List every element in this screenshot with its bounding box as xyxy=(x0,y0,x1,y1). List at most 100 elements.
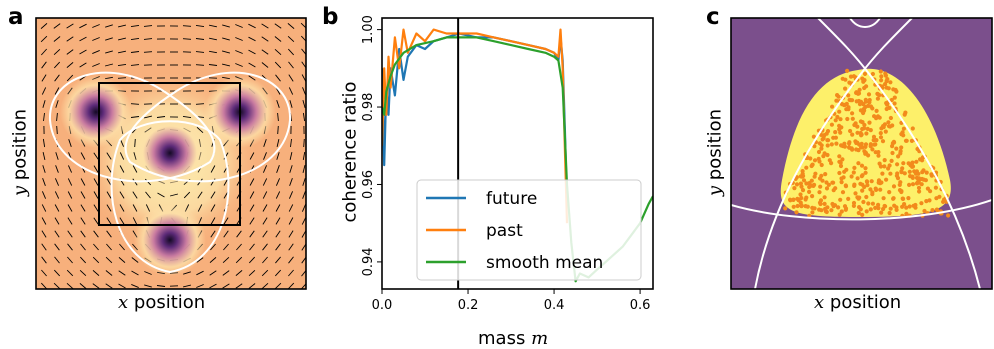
field-arrow xyxy=(274,48,282,56)
sample-point xyxy=(863,97,868,102)
sample-point xyxy=(879,78,884,83)
field-arrow xyxy=(276,165,280,173)
sample-point xyxy=(862,126,867,131)
sample-point xyxy=(818,184,823,189)
sample-point xyxy=(901,161,906,166)
field-arrow xyxy=(303,138,305,148)
field-arrow xyxy=(119,204,125,212)
field-arrow xyxy=(210,217,216,225)
sample-point xyxy=(907,169,912,174)
field-arrow xyxy=(182,25,192,27)
field-arrow xyxy=(105,37,113,41)
sample-point xyxy=(878,131,883,136)
sample-point xyxy=(868,142,873,147)
field-arrow xyxy=(118,283,126,289)
sample-point xyxy=(941,199,946,204)
sample-point xyxy=(916,171,921,176)
field-arrow xyxy=(67,204,73,212)
field-arrow xyxy=(302,191,306,199)
field-arrow xyxy=(222,256,230,264)
field-arrow xyxy=(289,178,293,186)
field-arrow xyxy=(236,243,242,251)
sample-point xyxy=(865,179,870,185)
sample-point xyxy=(934,207,940,212)
field-arrow xyxy=(41,61,47,69)
sample-point xyxy=(863,142,869,147)
sample-point xyxy=(887,190,892,195)
sample-point xyxy=(930,208,935,213)
sample-point xyxy=(829,142,834,147)
sample-point xyxy=(908,174,913,179)
field-arrow xyxy=(104,63,114,67)
field-arrow xyxy=(119,191,125,199)
panel-c-boundary xyxy=(817,18,981,289)
field-arrow xyxy=(66,49,74,55)
field-arrow xyxy=(183,191,191,199)
field-arrow xyxy=(130,116,140,118)
sample-point xyxy=(803,204,808,209)
sample-point xyxy=(903,110,908,115)
sample-point xyxy=(929,172,934,177)
sample-point xyxy=(840,157,845,162)
sample-point xyxy=(896,154,901,159)
field-arrow xyxy=(249,243,255,251)
field-arrow xyxy=(289,151,293,161)
sample-point xyxy=(836,94,841,99)
sample-point xyxy=(807,213,812,218)
field-arrow xyxy=(119,152,125,160)
sample-point xyxy=(864,131,869,136)
vortex-core xyxy=(60,76,132,148)
sample-point xyxy=(859,141,864,146)
sample-point xyxy=(840,143,845,149)
field-arrow xyxy=(274,269,282,277)
field-arrow xyxy=(275,204,281,212)
field-arrow xyxy=(196,126,204,134)
field-arrow xyxy=(248,62,256,68)
field-arrow xyxy=(106,191,112,199)
field-arrow xyxy=(262,204,268,212)
field-arrow xyxy=(197,191,203,199)
sample-point xyxy=(838,130,843,135)
sample-point xyxy=(829,161,834,166)
sample-point xyxy=(856,161,861,166)
field-arrow xyxy=(248,49,256,55)
sample-point xyxy=(855,124,860,129)
chart-ticks: 0.0 0.2 0.4 0.6 0.94 0.96 0.98 1.00 xyxy=(361,15,650,313)
field-arrow xyxy=(106,204,112,212)
sample-point xyxy=(909,138,915,143)
field-arrow xyxy=(157,192,165,198)
field-arrow xyxy=(54,217,60,225)
field-arrow xyxy=(145,191,151,199)
field-arrow xyxy=(92,256,100,264)
field-arrow xyxy=(235,63,243,67)
sample-point xyxy=(817,207,822,212)
sample-point xyxy=(862,122,867,128)
sample-point xyxy=(898,151,903,156)
sample-point xyxy=(841,175,846,180)
field-arrow xyxy=(80,243,86,251)
field-arrow xyxy=(288,61,294,69)
field-arrow xyxy=(53,23,61,29)
field-arrow xyxy=(79,269,87,277)
field-arrow xyxy=(130,24,140,28)
sample-point xyxy=(791,204,796,209)
field-arrow xyxy=(43,112,45,122)
sample-point xyxy=(924,199,929,204)
sample-point xyxy=(857,195,862,200)
sample-point xyxy=(850,132,855,137)
field-arrow xyxy=(209,24,217,28)
field-arrow xyxy=(235,256,243,264)
y-tick-label: 0.98 xyxy=(361,93,376,122)
field-arrow xyxy=(93,243,99,251)
sample-point xyxy=(813,171,818,176)
field-arrow xyxy=(93,165,99,173)
field-arrow xyxy=(302,152,306,160)
sample-point xyxy=(863,150,869,155)
field-arrow xyxy=(274,36,282,42)
field-arrow xyxy=(118,270,126,276)
sample-point xyxy=(812,144,817,149)
field-arrow xyxy=(80,191,86,199)
field-arrow xyxy=(105,270,113,276)
field-arrow xyxy=(248,256,256,264)
sample-point xyxy=(902,171,907,176)
